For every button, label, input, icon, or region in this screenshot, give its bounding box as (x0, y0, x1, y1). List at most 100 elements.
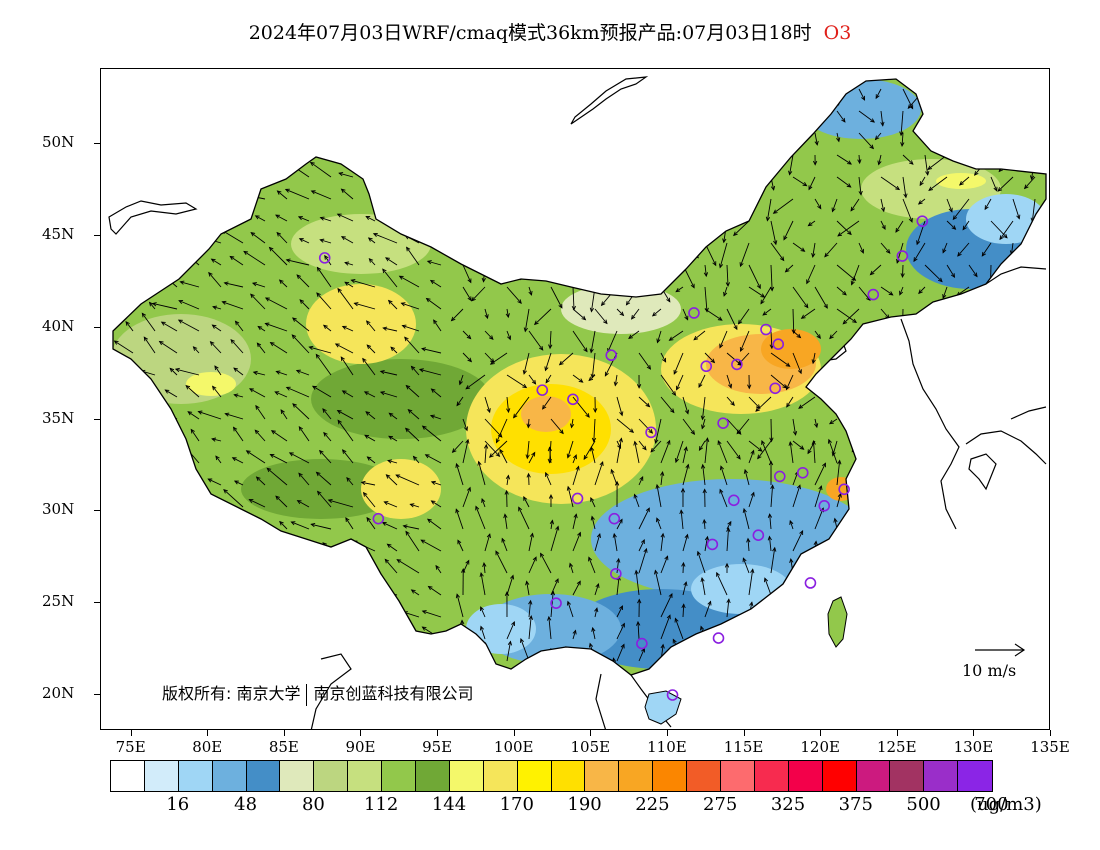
wind-vector (484, 533, 491, 552)
wind-vector (870, 330, 882, 349)
wind-vector-head (382, 171, 388, 176)
wind-vector-head (458, 673, 463, 675)
wind-vector (103, 348, 111, 353)
wind-vector-head (858, 190, 863, 196)
wind-vector (528, 220, 533, 238)
wind-vector (682, 447, 687, 464)
wind-vector-head (1039, 362, 1044, 368)
wind-vector-head (278, 279, 284, 284)
wind-vector (946, 264, 955, 278)
wind-vector (700, 669, 706, 675)
wind-vector-head (245, 450, 251, 455)
wind-vector-head (142, 409, 148, 415)
wind-vector (1010, 598, 1014, 618)
wind-vector-head (668, 593, 673, 598)
wind-vector (880, 308, 890, 319)
wind-vector-head (848, 429, 853, 435)
wind-vector-head (123, 566, 128, 571)
wind-vector (212, 193, 222, 200)
wind-vector (755, 396, 772, 412)
wind-vector-head (269, 342, 275, 347)
wind-vector (331, 118, 354, 134)
wind-vector-head (743, 613, 748, 619)
wind-vector-head (101, 283, 105, 286)
wind-vector-head (146, 701, 150, 704)
wind-vector (970, 396, 992, 412)
wind-vector-head (885, 249, 891, 254)
wind-vector (927, 154, 948, 170)
longitude-tick-label: 130E (953, 738, 994, 756)
wind-vector (300, 544, 310, 552)
wind-vector-head (763, 577, 769, 583)
wind-vector (880, 286, 893, 296)
wind-vector (550, 591, 554, 618)
wind-vector-head (113, 434, 117, 440)
wind-vector (900, 489, 904, 508)
wind-vector-head (736, 454, 741, 460)
wind-vector (101, 152, 111, 155)
wind-vector (682, 308, 689, 320)
wind-vector-head (823, 303, 828, 309)
wind-vector (792, 648, 797, 662)
wind-vector-head (455, 115, 461, 121)
wind-vector (900, 440, 904, 456)
wind-vector (594, 583, 599, 596)
legend-swatch (822, 761, 857, 791)
wind-vector (480, 626, 486, 640)
wind-vector (701, 577, 706, 596)
wind-vector-head (159, 649, 165, 654)
wind-vector (592, 627, 596, 640)
wind-vector-head (865, 573, 870, 579)
wind-vector-head (942, 316, 947, 322)
wind-vector (388, 107, 398, 112)
wind-vector-head (680, 667, 685, 673)
wind-vector (506, 475, 509, 486)
wind-vector (726, 132, 731, 142)
wind-vector (134, 138, 156, 156)
wind-vector (484, 176, 487, 195)
wind-vector-head (317, 148, 323, 153)
wind-vector-head (591, 437, 597, 443)
wind-vector (317, 267, 332, 288)
wind-vector-head (197, 410, 203, 415)
wind-vector-head (938, 614, 943, 620)
wind-vector (880, 517, 883, 530)
wind-vector-head (554, 578, 559, 584)
wind-vector-head (300, 672, 305, 675)
wind-vector-head (366, 125, 371, 130)
wind-vector-head (750, 568, 755, 574)
wind-vector-head (974, 525, 979, 531)
wind-vector (490, 220, 508, 241)
wind-vector-head (455, 508, 460, 514)
wind-vector-head (924, 475, 929, 481)
wind-vector (650, 440, 662, 453)
wind-vector (968, 132, 980, 150)
wind-vector (545, 352, 552, 371)
wind-vector (959, 176, 970, 186)
wind-vector-head (102, 296, 105, 300)
wind-vector (748, 154, 758, 171)
wind-vector-head (755, 407, 760, 412)
wind-vector (484, 330, 494, 340)
wind-vector (338, 608, 354, 618)
wind-vector-head (234, 525, 240, 530)
wind-vector-head (639, 475, 644, 481)
wind-vector-head (712, 261, 717, 267)
legend-tick-label: 144 (431, 794, 467, 815)
wind-vector-head (700, 463, 706, 469)
wind-vector (234, 394, 244, 398)
wind-vector-head (203, 566, 209, 571)
wind-vector-head (739, 262, 744, 268)
wind-vector-head (556, 276, 561, 282)
wind-vector-head (750, 491, 755, 497)
legend-tick-label: 16 (166, 794, 190, 815)
wind-vector-head (210, 258, 216, 263)
longitude-tick-label: 120E (800, 738, 840, 756)
wind-vector-head (207, 621, 212, 627)
wind-vector (565, 646, 574, 662)
color-legend (110, 760, 994, 792)
wind-vector (295, 613, 310, 618)
wind-vector-head (104, 457, 108, 461)
wind-vector-head (165, 569, 171, 574)
wind-vector (207, 621, 222, 640)
